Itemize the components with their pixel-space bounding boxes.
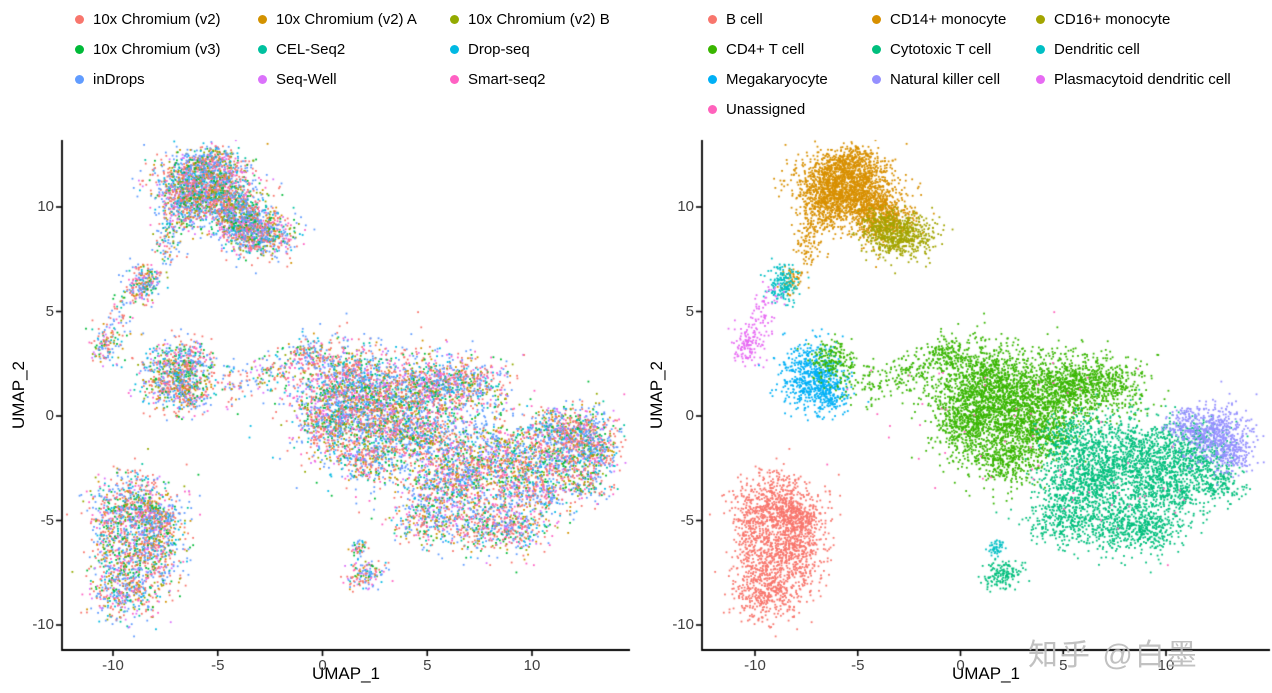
legend-label: 10x Chromium (v2) B [468, 10, 610, 28]
legend-swatch-icon [258, 74, 267, 84]
x-tick-label: 10 [523, 657, 541, 674]
legend-swatch-icon [708, 14, 717, 24]
left-y-axis-title: UMAP_2 [9, 360, 28, 430]
legend-swatch-icon [1036, 44, 1045, 54]
legend-label: CD4+ T cell [726, 40, 805, 58]
legend-label: Dendritic cell [1054, 40, 1140, 58]
legend-label: 10x Chromium (v2) A [276, 10, 417, 28]
legend-item: 10x Chromium (v2) B [450, 6, 610, 32]
legend-swatch-icon [708, 104, 717, 114]
x-tick-label: -5 [851, 657, 865, 674]
right-x-axis-title: UMAP_1 [951, 664, 1021, 683]
y-tick-label: -5 [40, 511, 54, 529]
legend-item: Unassigned [708, 96, 805, 122]
legend-item: CD16+ monocyte [1036, 6, 1170, 32]
y-tick-label: 10 [677, 198, 694, 215]
legend-item: Natural killer cell [872, 66, 1000, 92]
legend-item: Plasmacytoid dendritic cell [1036, 66, 1231, 92]
right-y-axis-title: UMAP_2 [647, 360, 666, 430]
x-tick-label: 5 [423, 657, 432, 674]
legend-label: 10x Chromium (v3) [93, 40, 221, 58]
legend-item: B cell [708, 6, 763, 32]
legend-item: CEL-Seq2 [258, 36, 345, 62]
y-tick-label: -10 [32, 616, 54, 633]
legend-label: Unassigned [726, 100, 806, 118]
legend-label: Plasmacytoid dendritic cell [1054, 70, 1231, 88]
y-tick-label: 10 [37, 198, 54, 215]
y-tick-label: -10 [672, 616, 694, 633]
legend-label: Megakaryocyte [726, 70, 828, 88]
legend-swatch-icon [75, 74, 84, 84]
legend-label: Natural killer cell [890, 70, 1001, 88]
legend-label: Cytotoxic T cell [890, 40, 992, 58]
legend-item: CD14+ monocyte [872, 6, 1006, 32]
legend-item: Cytotoxic T cell [872, 36, 991, 62]
legend-swatch-icon [708, 44, 717, 54]
x-tick-label: -10 [744, 657, 766, 674]
legend-item: Smart-seq2 [450, 66, 546, 92]
x-tick-label: -10 [102, 657, 124, 674]
legend-label: CEL-Seq2 [276, 40, 346, 58]
legend-swatch-icon [872, 74, 881, 84]
y-tick-label: -5 [680, 511, 694, 529]
legend-swatch-icon [450, 14, 459, 24]
legend-label: CD14+ monocyte [890, 10, 1007, 28]
legend-item: inDrops [75, 66, 145, 92]
watermark: 知乎 @白墨 [1028, 639, 1199, 672]
left-x-axis-title: UMAP_1 [311, 664, 381, 683]
y-tick-label: 5 [685, 302, 694, 320]
x-tick-label: -5 [211, 657, 225, 674]
y-tick-label: 0 [685, 407, 694, 424]
legend-label: Drop-seq [468, 40, 530, 58]
legend-swatch-icon [75, 14, 84, 24]
legend-item: 10x Chromium (v3) [75, 36, 221, 62]
legend-swatch-icon [450, 44, 459, 54]
legend-item: 10x Chromium (v2) [75, 6, 221, 32]
legend-swatch-icon [1036, 14, 1045, 24]
legend-item: Seq-Well [258, 66, 337, 92]
x-tick-label: 0 [318, 657, 327, 674]
legend-swatch-icon [75, 44, 84, 54]
legend-label: Smart-seq2 [468, 70, 546, 88]
x-tick-label: 10 [1157, 657, 1175, 674]
legend-item: CD4+ T cell [708, 36, 804, 62]
legend-swatch-icon [872, 44, 881, 54]
y-tick-label: 0 [45, 407, 54, 424]
legend-label: CD16+ monocyte [1054, 10, 1171, 28]
y-tick-label: 5 [45, 302, 54, 320]
legend-swatch-icon [450, 74, 459, 84]
x-tick-label: 0 [956, 657, 965, 674]
legend-item: Dendritic cell [1036, 36, 1140, 62]
legend-swatch-icon [258, 14, 267, 24]
legend-swatch-icon [872, 14, 881, 24]
legend-swatch-icon [1036, 74, 1045, 84]
legend-item: 10x Chromium (v2) A [258, 6, 417, 32]
legend-swatch-icon [708, 74, 717, 84]
legend-item: Megakaryocyte [708, 66, 828, 92]
legend-label: B cell [726, 10, 763, 28]
legend-swatch-icon [258, 44, 267, 54]
legend-label: 10x Chromium (v2) [93, 10, 221, 28]
legend-label: inDrops [93, 70, 145, 88]
x-tick-label: 5 [1059, 657, 1068, 674]
legend-label: Seq-Well [276, 70, 337, 88]
legend-item: Drop-seq [450, 36, 530, 62]
